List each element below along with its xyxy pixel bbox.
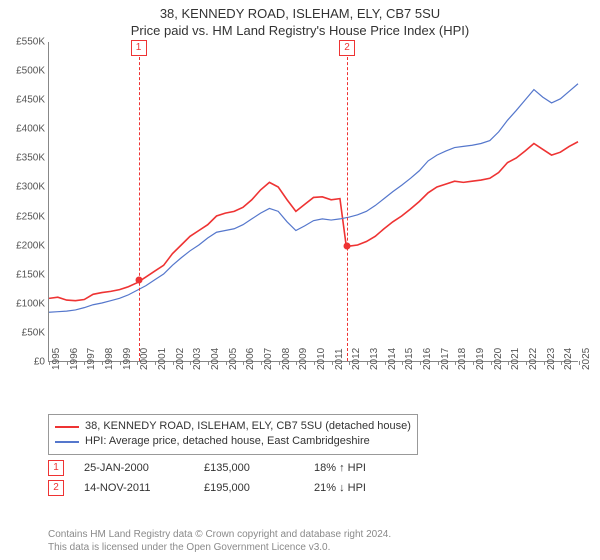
x-tick-label: 2009 (298, 348, 310, 370)
sale-row-index: 1 (48, 460, 64, 476)
x-tick-label: 2014 (387, 348, 399, 370)
x-tick-label: 2025 (581, 348, 593, 370)
sale-row-index: 2 (48, 480, 64, 496)
x-tick-mark (385, 361, 386, 365)
x-tick-label: 2021 (510, 348, 522, 370)
sale-marker-badge: 2 (339, 40, 355, 56)
x-tick-label: 1999 (122, 348, 134, 370)
sales-table: 1 25-JAN-2000 £135,000 18% ↑ HPI 2 14-NOV-201… (48, 460, 424, 500)
x-tick-mark (332, 361, 333, 365)
y-tick-label: £350K (5, 153, 45, 164)
sale-marker-line (347, 42, 349, 361)
x-tick-mark (120, 361, 121, 365)
x-tick-label: 1995 (51, 348, 63, 370)
x-tick-mark (367, 361, 368, 365)
x-tick-mark (67, 361, 68, 365)
x-tick-mark (491, 361, 492, 365)
sale-marker-line (139, 42, 141, 361)
x-tick-mark (526, 361, 527, 365)
x-tick-mark (49, 361, 50, 365)
x-tick-label: 2023 (546, 348, 558, 370)
y-tick-label: £250K (5, 211, 45, 222)
legend-item: 38, KENNEDY ROAD, ISLEHAM, ELY, CB7 5SU … (55, 419, 411, 434)
x-tick-mark (261, 361, 262, 365)
sale-marker-dot (135, 277, 142, 284)
y-tick-label: £200K (5, 240, 45, 251)
legend-label: 38, KENNEDY ROAD, ISLEHAM, ELY, CB7 5SU … (85, 419, 411, 434)
x-tick-label: 2024 (563, 348, 575, 370)
y-tick-label: £550K (5, 37, 45, 48)
x-tick-label: 2020 (493, 348, 505, 370)
x-tick-label: 2005 (228, 348, 240, 370)
sale-row-price: £195,000 (204, 482, 294, 494)
footer-line-1: Contains HM Land Registry data © Crown c… (48, 528, 391, 541)
y-tick-label: £400K (5, 124, 45, 135)
x-tick-label: 2018 (457, 348, 469, 370)
y-tick-label: £50K (5, 327, 45, 338)
legend-item: HPI: Average price, detached house, East… (55, 434, 411, 449)
x-tick-label: 2001 (157, 348, 169, 370)
y-tick-label: £450K (5, 95, 45, 106)
x-tick-label: 2013 (369, 348, 381, 370)
x-tick-label: 2002 (175, 348, 187, 370)
chart-area: £0£50K£100K£150K£200K£250K£300K£350K£400… (48, 42, 578, 382)
x-tick-mark (314, 361, 315, 365)
plot-region: £0£50K£100K£150K£200K£250K£300K£350K£400… (48, 42, 578, 362)
x-tick-label: 1996 (69, 348, 81, 370)
x-tick-mark (473, 361, 474, 365)
x-tick-label: 2016 (422, 348, 434, 370)
x-tick-label: 2017 (440, 348, 452, 370)
footer-line-2: This data is licensed under the Open Gov… (48, 541, 391, 554)
legend-label: HPI: Average price, detached house, East… (85, 434, 370, 449)
sale-marker-dot (344, 242, 351, 249)
x-tick-mark (579, 361, 580, 365)
y-tick-label: £300K (5, 182, 45, 193)
chart-title: 38, KENNEDY ROAD, ISLEHAM, ELY, CB7 5SU (0, 0, 600, 23)
x-tick-mark (226, 361, 227, 365)
sale-row-date: 14-NOV-2011 (84, 482, 184, 494)
sale-row-price: £135,000 (204, 462, 294, 474)
x-tick-label: 2004 (210, 348, 222, 370)
x-tick-label: 2012 (351, 348, 363, 370)
x-tick-mark (544, 361, 545, 365)
sale-row-date: 25-JAN-2000 (84, 462, 184, 474)
x-tick-mark (279, 361, 280, 365)
legend-swatch (55, 441, 79, 443)
x-tick-label: 1997 (86, 348, 98, 370)
legend-swatch (55, 426, 79, 428)
x-tick-mark (173, 361, 174, 365)
y-tick-label: £0 (5, 357, 45, 368)
legend: 38, KENNEDY ROAD, ISLEHAM, ELY, CB7 5SU … (48, 414, 418, 455)
chart-container: 38, KENNEDY ROAD, ISLEHAM, ELY, CB7 5SU … (0, 0, 600, 560)
y-tick-label: £500K (5, 66, 45, 77)
x-tick-label: 2008 (281, 348, 293, 370)
y-tick-label: £150K (5, 269, 45, 280)
x-tick-mark (438, 361, 439, 365)
chart-subtitle: Price paid vs. HM Land Registry's House … (0, 23, 600, 40)
sale-row: 2 14-NOV-2011 £195,000 21% ↓ HPI (48, 480, 424, 496)
x-tick-label: 2015 (404, 348, 416, 370)
sale-marker-badge: 1 (131, 40, 147, 56)
x-tick-label: 2003 (192, 348, 204, 370)
sale-row: 1 25-JAN-2000 £135,000 18% ↑ HPI (48, 460, 424, 476)
x-tick-label: 2019 (475, 348, 487, 370)
x-tick-mark (155, 361, 156, 365)
y-tick-label: £100K (5, 298, 45, 309)
x-tick-mark (420, 361, 421, 365)
x-tick-label: 2022 (528, 348, 540, 370)
x-tick-label: 2000 (139, 348, 151, 370)
x-tick-label: 2006 (245, 348, 257, 370)
footer-attribution: Contains HM Land Registry data © Crown c… (48, 528, 391, 554)
x-tick-label: 2007 (263, 348, 275, 370)
x-tick-mark (208, 361, 209, 365)
x-tick-mark (102, 361, 103, 365)
sale-row-pct: 21% ↓ HPI (314, 482, 424, 494)
x-tick-label: 2010 (316, 348, 328, 370)
x-tick-label: 2011 (334, 348, 346, 370)
series-svg (49, 42, 578, 361)
x-tick-label: 1998 (104, 348, 116, 370)
sale-row-pct: 18% ↑ HPI (314, 462, 424, 474)
